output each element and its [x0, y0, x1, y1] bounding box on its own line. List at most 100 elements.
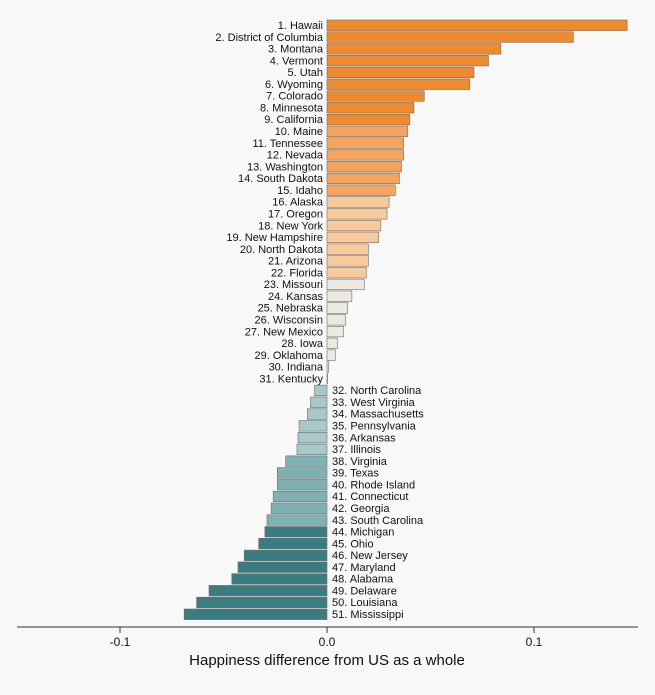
state-label: 21. Arizona: [268, 256, 324, 268]
state-label: 18. New York: [258, 220, 323, 232]
bar: [326, 78, 471, 90]
bar: [326, 267, 367, 279]
bar: [326, 90, 425, 102]
bar: [326, 314, 346, 326]
bar: [326, 161, 402, 173]
state-label: 31. Kentucky: [259, 373, 323, 385]
state-label: 46. New Jersey: [332, 550, 408, 562]
state-label: 16. Alaska: [272, 197, 324, 209]
x-axis-title: Happiness difference from US as a whole: [189, 652, 465, 669]
state-label: 48. Alabama: [332, 574, 394, 586]
bar: [307, 408, 328, 420]
state-label: 30. Indiana: [269, 362, 324, 374]
state-label: 35. Pennsylvania: [332, 421, 417, 433]
state-label: 47. Maryland: [332, 562, 396, 574]
bar: [326, 290, 353, 302]
state-label: 13. Washington: [247, 161, 323, 173]
bar: [298, 420, 328, 432]
state-label: 22. Florida: [271, 267, 324, 279]
bar: [326, 102, 415, 114]
x-axis-ticks: -0.1 0.0 0.1: [110, 627, 543, 649]
state-label: 7. Colorado: [266, 91, 323, 103]
x-tick-label: -0.1: [110, 635, 131, 649]
state-label: 51. Mississippi: [332, 609, 404, 621]
bar: [326, 125, 409, 137]
state-label: 14. South Dakota: [238, 173, 324, 185]
bar: [326, 361, 329, 373]
x-tick-label: 0.0: [319, 635, 336, 649]
bar: [264, 526, 328, 538]
bar: [326, 172, 400, 185]
state-label: 43. South Carolina: [332, 515, 424, 527]
state-label: 40. Rhode Island: [332, 479, 415, 491]
bar: [208, 585, 328, 597]
bar: [326, 196, 390, 208]
state-label: 29. Oklahoma: [255, 350, 324, 362]
state-label: 19. New Hampshire: [226, 232, 323, 244]
bar: [326, 243, 369, 255]
state-label: 25. Nebraska: [258, 303, 324, 315]
state-label: 36. Arkansas: [332, 432, 396, 444]
bar: [326, 66, 475, 79]
bar: [326, 219, 382, 232]
bar: [326, 149, 404, 161]
state-label: 41. Connecticut: [332, 491, 408, 503]
state-label: 5. Utah: [288, 67, 323, 79]
state-label: 3. Montana: [268, 44, 324, 56]
state-label: 44. Michigan: [332, 527, 394, 539]
state-label: 20. North Dakota: [240, 244, 324, 256]
state-label: 45. Ohio: [332, 538, 374, 550]
bar: [183, 608, 328, 620]
bar: [272, 490, 328, 503]
bar: [310, 396, 328, 408]
bar: [297, 431, 328, 444]
state-label: 33. West Virginia: [332, 397, 416, 409]
bar: [277, 467, 328, 479]
bar: [270, 502, 328, 514]
bar: [314, 384, 328, 397]
bar: [277, 479, 328, 491]
bar: [243, 549, 328, 561]
bar: [326, 31, 574, 43]
state-label: 10. Maine: [275, 126, 323, 138]
bar: [326, 302, 349, 314]
bar: [326, 255, 369, 267]
bars-group: [183, 19, 628, 620]
bar: [231, 573, 328, 585]
state-label: 17. Oregon: [268, 208, 323, 220]
state-label: 11. Tennessee: [252, 138, 323, 150]
bar: [326, 137, 404, 149]
state-label: 42. Georgia: [332, 503, 390, 515]
state-label: 2. District of Columbia: [215, 32, 323, 44]
bar: [326, 349, 336, 361]
bar: [326, 231, 380, 243]
bar: [326, 373, 328, 385]
bar: [326, 113, 411, 126]
state-label: 34. Massachusetts: [332, 409, 424, 421]
bar: [237, 561, 328, 573]
bar: [285, 455, 328, 467]
state-label: 8. Minnesota: [260, 102, 324, 114]
bar: [326, 208, 388, 220]
bar: [326, 43, 502, 55]
state-label: 37. Illinois: [332, 444, 381, 456]
state-label: 24. Kansas: [268, 291, 324, 303]
bar: [326, 19, 628, 31]
state-label: 4. Vermont: [270, 55, 323, 67]
bar: [258, 538, 328, 550]
bar: [326, 55, 489, 67]
state-label: 28. Iowa: [281, 338, 323, 350]
state-label: 49. Delaware: [332, 585, 397, 597]
state-label: 9. California: [264, 114, 324, 126]
state-label: 39. Texas: [332, 468, 379, 480]
bar: [326, 325, 344, 338]
state-label: 27. New Mexico: [245, 326, 323, 338]
x-tick-label: 0.1: [526, 635, 543, 649]
bar: [326, 184, 396, 196]
state-label: 12. Nevada: [267, 150, 324, 162]
bar: [326, 337, 338, 349]
state-label: 32. North Carolina: [332, 385, 422, 397]
state-label: 50. Louisiana: [332, 597, 398, 609]
